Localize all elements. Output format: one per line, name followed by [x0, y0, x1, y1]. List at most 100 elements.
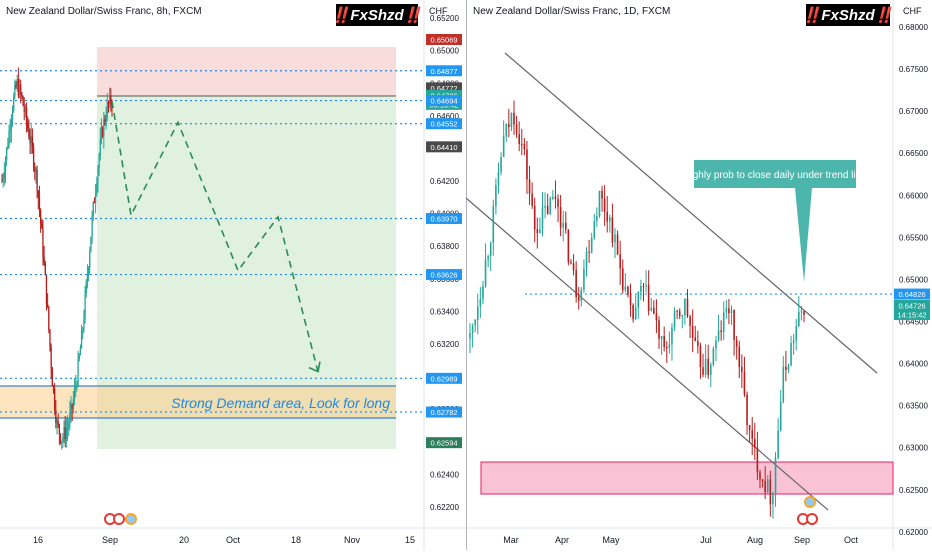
right-candle-body	[598, 190, 601, 217]
right-candle-body	[691, 325, 694, 338]
left-event-icons[interactable]	[104, 513, 137, 525]
right-candle-body	[764, 481, 766, 492]
right-callout-bubble	[694, 160, 856, 282]
right-chart-panel[interactable]: Highly prob to close daily under trend l…	[465, 0, 932, 550]
right-price-tag-label: 0.64726	[898, 301, 925, 310]
right-demand-zone[interactable]	[480, 461, 894, 495]
left-price-tag-label: 0.63970	[430, 215, 457, 224]
left-candle-body	[107, 102, 110, 104]
right-candle-body	[746, 394, 748, 426]
right-candle-body	[707, 358, 710, 375]
right-candle-body	[544, 205, 546, 208]
right-chart-title: New Zealand Dollar/Swiss Franc, 1D, FXCM	[473, 6, 670, 17]
right-candle-body	[523, 143, 526, 150]
left-candle-body	[8, 130, 10, 147]
event-flag-icon[interactable]	[806, 513, 818, 525]
left-candle-body	[71, 404, 73, 409]
right-candle-body	[564, 222, 567, 230]
right-candle-body	[761, 479, 764, 482]
left-candle-body	[2, 178, 4, 182]
globe-icon[interactable]	[125, 513, 137, 525]
left-candle-body	[44, 262, 46, 276]
left-stop-zone[interactable]	[97, 47, 396, 96]
left-candle-body	[38, 196, 41, 210]
right-candle-body	[686, 298, 689, 317]
right-candle-body	[645, 284, 647, 287]
right-callout[interactable]: Highly prob to close daily under trend l…	[683, 160, 867, 282]
left-demand-zone[interactable]	[0, 386, 396, 418]
right-watermark-box	[806, 4, 890, 26]
right-price-tick: 0.67000	[899, 107, 928, 116]
right-candle-body	[782, 366, 785, 402]
right-candle-body	[596, 216, 598, 222]
right-price-axis[interactable]: 0.68000 0.67500 0.67000 0.66500 0.66000 0.655…	[899, 23, 928, 537]
left-candle-body	[98, 155, 100, 168]
right-time-tick: May	[602, 535, 620, 545]
left-candle-body	[96, 183, 98, 194]
left-price-tick: 0.65000	[430, 47, 459, 56]
left-candle-body	[78, 355, 80, 360]
left-candle-body	[76, 385, 78, 387]
left-candle-body	[37, 191, 39, 197]
left-candle-body	[93, 202, 96, 204]
right-candle-body	[528, 179, 531, 194]
right-candle-body	[476, 306, 479, 320]
right-upper-trend-line[interactable]	[504, 52, 878, 374]
left-candle-body	[103, 119, 105, 137]
right-price-tick: 0.65000	[899, 275, 928, 284]
right-candle-body	[728, 308, 730, 314]
right-candle-body	[526, 149, 528, 180]
left-candle-body	[94, 193, 97, 203]
right-candles	[469, 100, 805, 519]
left-candle-body	[59, 434, 62, 443]
globe-icon[interactable]	[804, 496, 816, 508]
right-candle-body	[510, 112, 513, 128]
right-candle-body	[549, 198, 552, 214]
right-candle-body	[766, 479, 769, 492]
left-candle-body	[106, 102, 108, 119]
right-currency-label: CHF	[903, 6, 922, 16]
left-time-axis[interactable]: 16 Sep 20 Oct 18 Nov 15	[33, 535, 415, 545]
left-price-tag-label: 0.64410	[430, 143, 457, 152]
right-candle-body	[800, 311, 803, 313]
right-candle-body	[513, 112, 515, 125]
left-candle-body	[11, 110, 14, 120]
event-flag-icon[interactable]	[113, 513, 125, 525]
left-price-tag-label: 0.64772	[430, 84, 457, 93]
left-candle-body	[85, 281, 87, 294]
left-candle-body	[90, 236, 92, 252]
left-candle-body	[24, 108, 27, 113]
left-candle-body	[70, 404, 72, 413]
right-candle-body	[668, 344, 671, 348]
left-candle-body	[10, 119, 13, 131]
left-price-tags: 0.650690.648770.647720.6472606:15:420.64…	[426, 33, 462, 449]
left-price-tick: 0.62400	[430, 470, 459, 479]
right-candle-body	[557, 199, 559, 208]
left-candle-body	[61, 441, 63, 443]
right-candle-body	[694, 337, 697, 342]
right-time-tick: Mar	[503, 535, 519, 545]
left-candle-body	[101, 128, 104, 137]
left-price-tag	[426, 406, 462, 418]
right-watermark: ‼️FxShzd‼️	[803, 6, 894, 24]
right-time-axis[interactable]: Mar Apr May Jul Aug Sep Oct	[503, 535, 858, 545]
left-candle-body	[104, 119, 106, 122]
left-candle-body	[6, 147, 8, 160]
right-candle-body	[665, 347, 668, 349]
left-candle-body	[9, 130, 11, 132]
right-candle-body	[505, 123, 508, 137]
left-candle-body	[39, 209, 42, 223]
right-candle-body	[671, 327, 673, 345]
right-candle-body	[614, 234, 616, 243]
right-candle-body	[562, 222, 565, 228]
right-candle-body	[704, 358, 707, 375]
right-price-tick: 0.64500	[899, 317, 928, 326]
left-candle-body	[77, 359, 79, 386]
left-chart-panel[interactable]: Strong Demand area, Look for long New Ze…	[0, 0, 466, 550]
right-lower-channel-line[interactable]	[465, 197, 829, 511]
right-candle-body	[588, 251, 590, 253]
right-candle-body	[559, 207, 562, 228]
right-event-icons[interactable]	[797, 496, 818, 525]
